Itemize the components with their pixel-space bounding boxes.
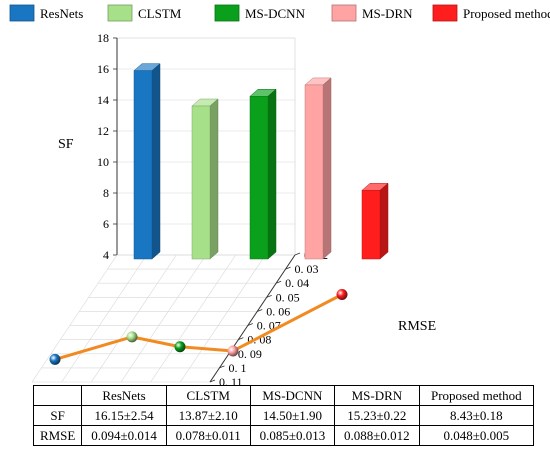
table-cell: 16.15±2.54	[81, 405, 167, 426]
floor-gridline-depth	[120, 254, 207, 383]
legend-swatch	[107, 4, 133, 22]
rmse-axis-line	[209, 254, 296, 383]
tick-label-rmse: 0. 06	[266, 304, 290, 318]
bar-front-face	[304, 84, 324, 260]
legend-item: MS-DCNN	[214, 4, 306, 22]
table-header-cell: MS-DCNN	[249, 385, 336, 406]
table-header-cell: CLSTM	[165, 385, 251, 406]
legend-swatch	[9, 4, 35, 22]
bar-front-face	[133, 70, 153, 260]
tick-label-rmse: 0. 11	[219, 375, 243, 385]
z-axis-title: SF	[58, 137, 74, 152]
legend-label: MS-DRN	[362, 6, 413, 21]
legend-label: Proposed method	[463, 6, 550, 21]
table-row: RMSE 0.094±0.014 0.078±0.011 0.085±0.013…	[32, 425, 535, 446]
table-cell: 0.048±0.005	[418, 425, 535, 446]
legend-swatch	[214, 4, 240, 22]
tick-label-rmse: 0. 08	[247, 333, 271, 347]
table-cell: 15.23±0.22	[334, 405, 420, 426]
bar	[133, 63, 161, 260]
tick-label-z: 6	[103, 217, 109, 231]
bar-front-face	[249, 96, 269, 260]
tick-mark-rmse	[266, 294, 272, 298]
bar-side-face	[379, 182, 389, 260]
table-header-cell	[32, 385, 83, 406]
table-cell: 0.085±0.013	[249, 425, 336, 446]
bar-front-face	[361, 190, 381, 260]
legend-swatch	[331, 4, 357, 22]
legend-label: MS-DCNN	[245, 6, 306, 21]
floor-gridline-depth	[31, 254, 118, 383]
table-row: SF 16.15±2.54 13.87±2.10 14.50±1.90 15.2…	[32, 405, 535, 426]
tick-label-z: 10	[97, 155, 109, 169]
tick-label-z: 4	[103, 248, 109, 262]
tick-label-rmse: 0. 05	[276, 290, 300, 304]
legend-item: MS-DRN	[331, 4, 413, 22]
rmse-data-point	[227, 345, 239, 357]
table-cell: 0.078±0.011	[165, 425, 251, 446]
legend-label: ResNets	[40, 6, 83, 21]
tick-label-rmse: 0. 07	[257, 319, 281, 333]
tick-label-z: 14	[97, 93, 109, 107]
tick-mark-rmse	[238, 337, 244, 341]
tick-label-z: 8	[103, 186, 109, 200]
bar	[361, 182, 389, 260]
bar-side-face	[209, 98, 219, 260]
legend-label: CLSTM	[138, 6, 182, 21]
table-cell: RMSE	[32, 425, 83, 446]
table-header-cell: MS-DRN	[334, 385, 420, 406]
bar-side-face	[322, 77, 332, 260]
rmse-data-point	[336, 289, 348, 301]
bar-side-face	[151, 63, 161, 260]
tick-label-z: 18	[97, 31, 109, 45]
table-cell: 14.50±1.90	[249, 405, 336, 426]
tick-mark-rmse	[219, 365, 225, 369]
table-cell: 0.088±0.012	[334, 425, 420, 446]
table-header-cell: Proposed method	[418, 385, 535, 406]
tick-label-z: 16	[97, 62, 109, 76]
table-cell: 0.094±0.014	[81, 425, 167, 446]
floor-grid	[31, 254, 296, 383]
rmse-data-point	[49, 353, 61, 365]
chart-3d-bar-svg: ResNets CLSTM MS-DCNN MS-DRN Proposed method…	[9, 4, 550, 385]
rmse-axis-title: RMSE	[398, 319, 436, 334]
floor-gridline-depth	[180, 254, 266, 383]
floor-gridline-depth	[91, 254, 177, 383]
tick-mark-rmse	[247, 323, 253, 326]
table-cell: 13.87±2.10	[165, 405, 251, 426]
results-table: ResNets CLSTM MS-DCNN MS-DRN Proposed me…	[32, 385, 535, 446]
tick-mark-rmse	[275, 280, 282, 284]
tick-label-rmse: 0. 03	[295, 262, 319, 276]
bar	[191, 98, 219, 260]
floor-gridline-depth	[150, 254, 236, 383]
tick-mark-rmse	[209, 379, 216, 383]
tick-label-rmse: 0. 1	[228, 361, 246, 375]
rmse-data-point	[174, 341, 186, 353]
table-cell: 8.43±0.18	[418, 405, 535, 426]
tick-label-rmse: 0. 04	[285, 276, 309, 290]
table-cell: SF	[32, 405, 83, 426]
bar-side-face	[267, 88, 277, 260]
legend-swatch	[432, 4, 458, 22]
table-header-row: ResNets CLSTM MS-DCNN MS-DRN Proposed me…	[32, 385, 535, 406]
legend-item: Proposed method	[432, 4, 550, 22]
bar	[304, 77, 332, 260]
tick-mark-rmse	[285, 266, 291, 270]
legend-item: ResNets	[9, 4, 83, 22]
tick-mark-rmse	[294, 252, 301, 256]
tick-label-rmse: 0. 09	[238, 347, 262, 361]
bar-front-face	[191, 105, 211, 260]
tick-mark-rmse	[257, 309, 263, 312]
table-header-cell: ResNets	[81, 385, 167, 406]
floor-gridline-depth	[61, 254, 147, 383]
legend-item: CLSTM	[107, 4, 182, 22]
rmse-data-point	[126, 331, 138, 343]
bar	[249, 88, 277, 260]
tick-label-z: 12	[97, 124, 109, 138]
